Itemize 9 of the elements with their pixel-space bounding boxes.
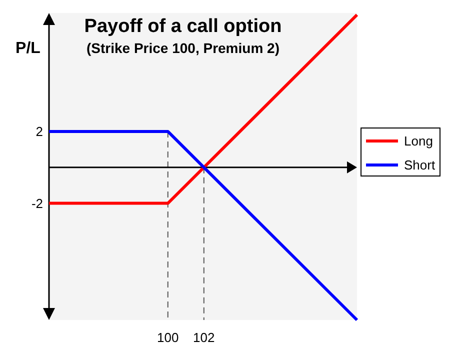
x-tick-label: 102 <box>193 330 215 345</box>
y-axis-title: P/L <box>16 40 41 57</box>
legend-label: Long <box>404 134 433 149</box>
chart-title: Payoff of a call option <box>84 16 282 37</box>
y-tick-label: 2 <box>36 124 43 140</box>
y-tick-label: -2 <box>31 196 43 211</box>
legend-label: Short <box>404 158 436 173</box>
x-tick-label: 100 <box>157 330 179 345</box>
text: (Strike Price 100, Premium 2) <box>86 40 280 56</box>
